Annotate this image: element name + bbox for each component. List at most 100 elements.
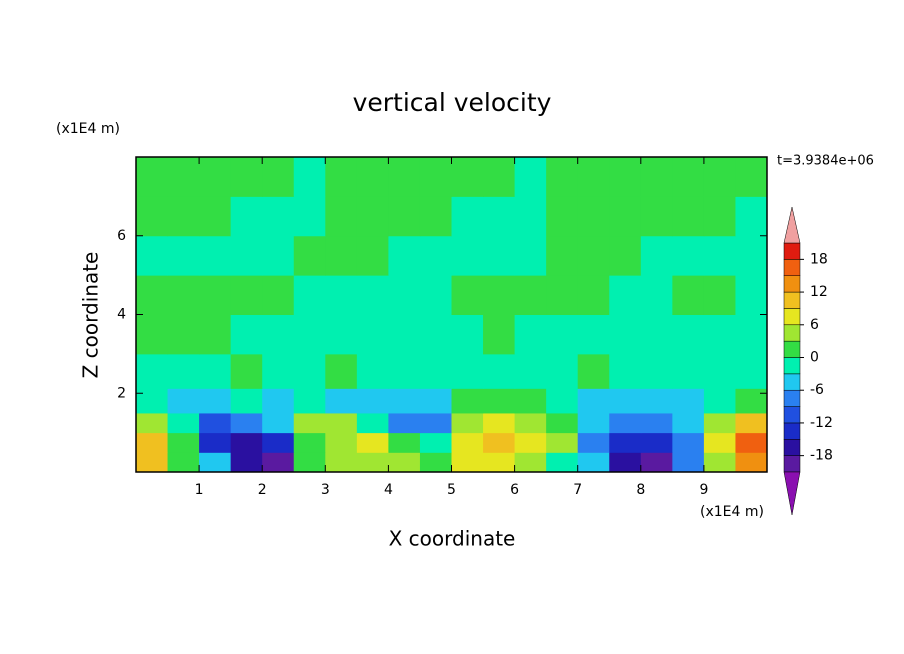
contour-cell: [136, 275, 169, 315]
contour-cell: [514, 388, 547, 414]
contour-cell: [609, 432, 642, 453]
y-tick-label: 4: [117, 307, 126, 323]
contour-cell: [609, 314, 642, 355]
contour-cell: [230, 235, 263, 276]
contour-cell: [546, 412, 579, 434]
contour-cell: [703, 452, 736, 473]
contour-cell: [609, 388, 642, 414]
colorbar-tick-label: -12: [810, 415, 833, 431]
contour-cell: [136, 432, 169, 453]
contour-cell: [293, 157, 326, 197]
contour-cell: [325, 432, 358, 453]
contour-cell: [199, 196, 232, 237]
contour-cell: [609, 157, 642, 197]
colorbar-band: [783, 439, 801, 456]
y-unit: (x1E4 m): [56, 121, 120, 137]
contour-cell: [356, 412, 389, 434]
contour-cell: [388, 275, 421, 315]
contour-cell: [546, 196, 579, 237]
contour-cell: [640, 235, 673, 276]
contour-cell: [703, 275, 736, 315]
colorbar-band: [783, 455, 801, 473]
contour-cell: [483, 388, 516, 414]
contour-cell: [293, 275, 326, 315]
contour-cell: [735, 314, 768, 355]
contour-cell: [735, 452, 768, 473]
contour-cell: [262, 235, 295, 276]
colorbar-band: [783, 242, 801, 260]
contour-cell: [577, 275, 610, 315]
contour-cell: [451, 157, 484, 197]
contour-cell: [483, 275, 516, 315]
contour-cell: [230, 196, 263, 237]
contour-cell: [419, 353, 452, 389]
contour-cell: [672, 157, 705, 197]
contour-cell: [136, 314, 169, 355]
contour-cell: [325, 157, 358, 197]
contour-cell: [483, 196, 516, 237]
contour-cell: [167, 432, 200, 453]
contour-cell: [514, 235, 547, 276]
x-tick-label: 3: [321, 482, 330, 498]
contour-cell: [514, 314, 547, 355]
contour-cell: [356, 388, 389, 414]
contour-cell: [199, 452, 232, 473]
colorbar-band: [783, 422, 801, 440]
colorbar-band: [783, 389, 801, 407]
contour-cell: [262, 412, 295, 434]
contour-cell: [262, 388, 295, 414]
contour-cell: [419, 196, 452, 237]
contour-cell: [672, 432, 705, 453]
contour-cell: [703, 314, 736, 355]
contour-cell: [356, 452, 389, 473]
contour-cell: [640, 388, 673, 414]
contour-cell: [293, 196, 326, 237]
contour-cell: [672, 452, 705, 473]
contour-cell: [483, 314, 516, 355]
contour-cell: [640, 275, 673, 315]
contour-cell: [735, 353, 768, 389]
contour-cell: [640, 412, 673, 434]
contour-cell: [230, 432, 263, 453]
colorbar-tick-label: -18: [810, 448, 833, 464]
x-tick-label: 1: [195, 482, 204, 498]
contour-cell: [451, 353, 484, 389]
contour-cell: [356, 235, 389, 276]
contour-cell: [672, 196, 705, 237]
contour-cell: [483, 235, 516, 276]
contour-cell: [546, 157, 579, 197]
contour-cell: [293, 432, 326, 453]
contour-cell: [262, 314, 295, 355]
x-tick-label: 4: [384, 482, 393, 498]
contour-cell: [483, 432, 516, 453]
time-label: t=3.9384e+06: [777, 154, 874, 169]
y-tick-label: 2: [117, 385, 126, 401]
contour-cell: [640, 452, 673, 473]
x-tick-label: 5: [447, 482, 456, 498]
colorbar-under: [783, 471, 801, 516]
contour-cell: [136, 412, 169, 434]
contour-cell: [609, 275, 642, 315]
contour-cell: [356, 157, 389, 197]
contour-cell: [388, 235, 421, 276]
contour-cell: [640, 432, 673, 453]
contour-cell: [483, 157, 516, 197]
x-tick-label: 9: [699, 482, 708, 498]
colorbar-band: [783, 259, 801, 276]
contour-cell: [577, 353, 610, 389]
contour-cell: [136, 452, 169, 473]
contour-cell: [419, 432, 452, 453]
contour-cell: [167, 235, 200, 276]
contour-cell: [293, 452, 326, 473]
contour-cell: [483, 412, 516, 434]
x-tick-label: 7: [573, 482, 582, 498]
contour-cell: [672, 235, 705, 276]
contour-cell: [451, 388, 484, 414]
contour-cell: [262, 275, 295, 315]
contour-cell: [451, 432, 484, 453]
contour-cell: [167, 275, 200, 315]
contour-cell: [167, 314, 200, 355]
contour-cell: [546, 275, 579, 315]
contour-cell: [514, 412, 547, 434]
